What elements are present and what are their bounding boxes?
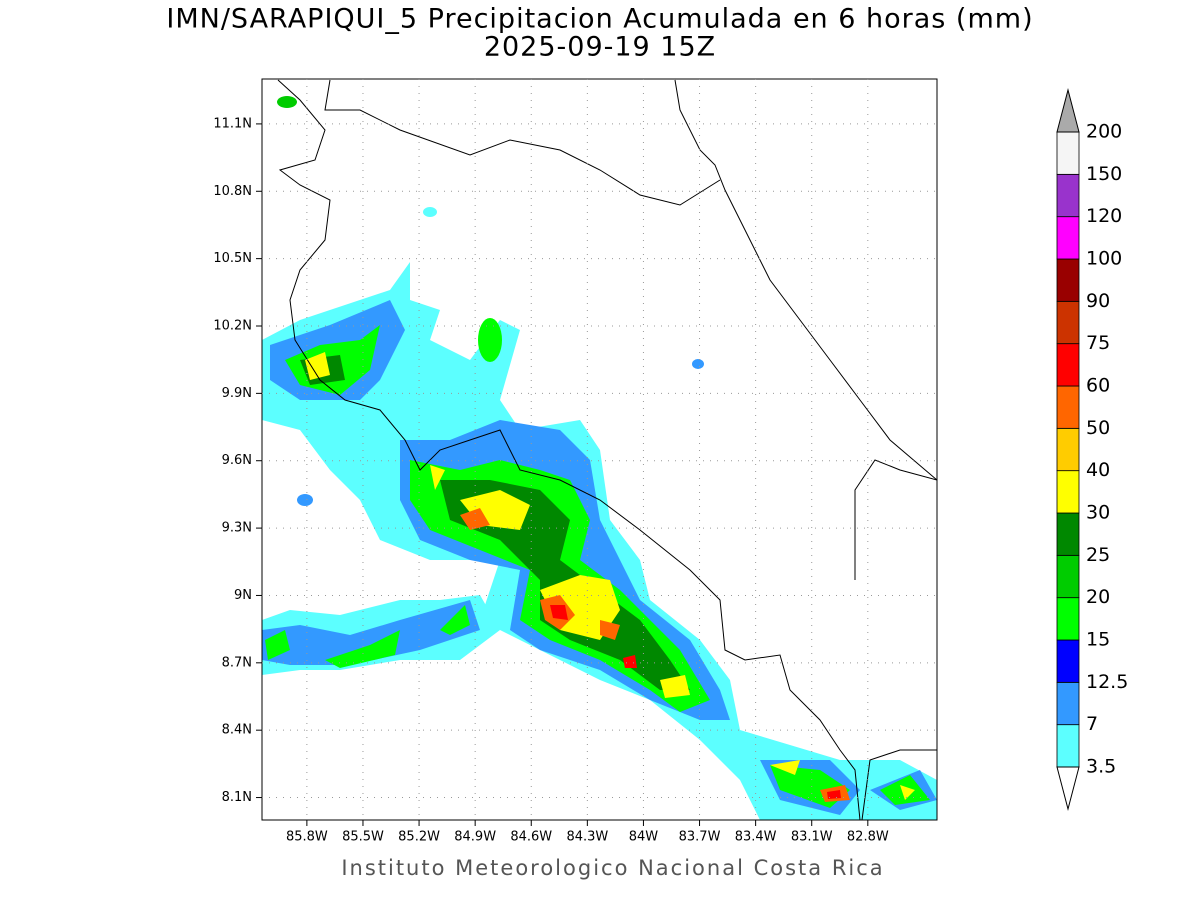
panama — [854, 459, 937, 820]
border — [324, 79, 721, 206]
colorbar-band — [1056, 173, 1080, 218]
colorbar-band — [1056, 470, 1080, 514]
x-tick-label: 84.9W — [454, 830, 496, 845]
y-tick-label: 10.8N — [213, 184, 252, 199]
x-tick-label: 85.5W — [342, 830, 384, 845]
colorbar-band — [1056, 681, 1080, 726]
y-tick-label: 8.1N — [222, 790, 252, 805]
colorbar-label: 7 — [1086, 713, 1098, 735]
precip-cell — [478, 318, 502, 362]
colorbar-label: 90 — [1086, 290, 1110, 312]
x-tick-label: 85.2W — [398, 830, 440, 845]
colorbar-label: 150 — [1086, 163, 1122, 185]
precip-cell — [692, 359, 704, 369]
pacific-coast — [277, 79, 861, 820]
colorbar-label: 3.5 — [1086, 756, 1116, 778]
colorbar-label: 30 — [1086, 502, 1110, 524]
x-tick-label: 84.6W — [510, 830, 552, 845]
colorbar-label: 15 — [1086, 629, 1110, 651]
precip-cell — [423, 207, 437, 217]
colorbar-band — [1056, 512, 1080, 556]
colorbar-label: 75 — [1086, 332, 1110, 354]
x-tick-label: 83.4W — [735, 830, 777, 845]
x-tick-label: 83.1W — [791, 830, 833, 845]
colorbar-over — [1056, 88, 1080, 133]
colorbar-band — [1056, 639, 1080, 683]
colorbar-band — [1056, 597, 1080, 641]
coastlines — [277, 79, 937, 820]
colorbar-label: 60 — [1086, 375, 1110, 397]
map-frame — [261, 78, 938, 821]
x-tick-label: 83.7W — [679, 830, 721, 845]
colorbar-label: 20 — [1086, 586, 1110, 608]
colorbar-label: 50 — [1086, 417, 1110, 439]
y-tick-label: 8.4N — [222, 723, 252, 738]
subtitle: 2025-09-19 15Z — [484, 32, 716, 63]
colorbar-band — [1056, 131, 1080, 175]
x-tick-label: 84.3W — [566, 830, 608, 845]
y-tick-label: 9.9N — [222, 386, 252, 401]
colorbar-band — [1056, 427, 1080, 472]
y-tick-label: 9.3N — [222, 521, 252, 536]
y-tick-label: 9.6N — [222, 453, 252, 468]
precip-cell — [277, 96, 297, 108]
colorbar-label: 40 — [1086, 459, 1110, 481]
x-tick-label: 85.8W — [286, 830, 328, 845]
colorbar-label: 12.5 — [1086, 671, 1128, 693]
colorbar-band — [1056, 216, 1080, 260]
title: IMN/SARAPIQUI_5 Precipitacion Acumulada … — [166, 4, 1033, 35]
caribbean-coast — [674, 79, 937, 481]
y-tick-label: 9N — [234, 588, 252, 603]
precip-7 — [262, 300, 937, 815]
x-tick-label: 82.8W — [847, 830, 889, 845]
colorbar-band — [1056, 554, 1080, 599]
precip-field — [262, 96, 937, 820]
colorbar-label: 25 — [1086, 544, 1110, 566]
precip-cell — [297, 494, 313, 506]
y-tick-label: 10.5N — [213, 251, 252, 266]
colorbar-under — [1056, 766, 1080, 811]
colorbar-label: 100 — [1086, 248, 1122, 270]
y-tick-label: 11.1N — [213, 116, 252, 131]
colorbar-label: 120 — [1086, 205, 1122, 227]
footer: Instituto Meteorologico Nacional Costa R… — [341, 856, 884, 880]
y-tick-label: 8.7N — [222, 655, 252, 670]
colorbar-band — [1056, 385, 1080, 429]
y-tick-label: 10.2N — [213, 319, 252, 334]
colorbar-band — [1056, 343, 1080, 387]
x-tick-label: 84W — [629, 830, 659, 845]
colorbar-band — [1056, 258, 1080, 302]
colorbar-band — [1056, 724, 1080, 768]
colorbar-band — [1056, 300, 1080, 345]
colorbar-label: 200 — [1086, 121, 1122, 143]
